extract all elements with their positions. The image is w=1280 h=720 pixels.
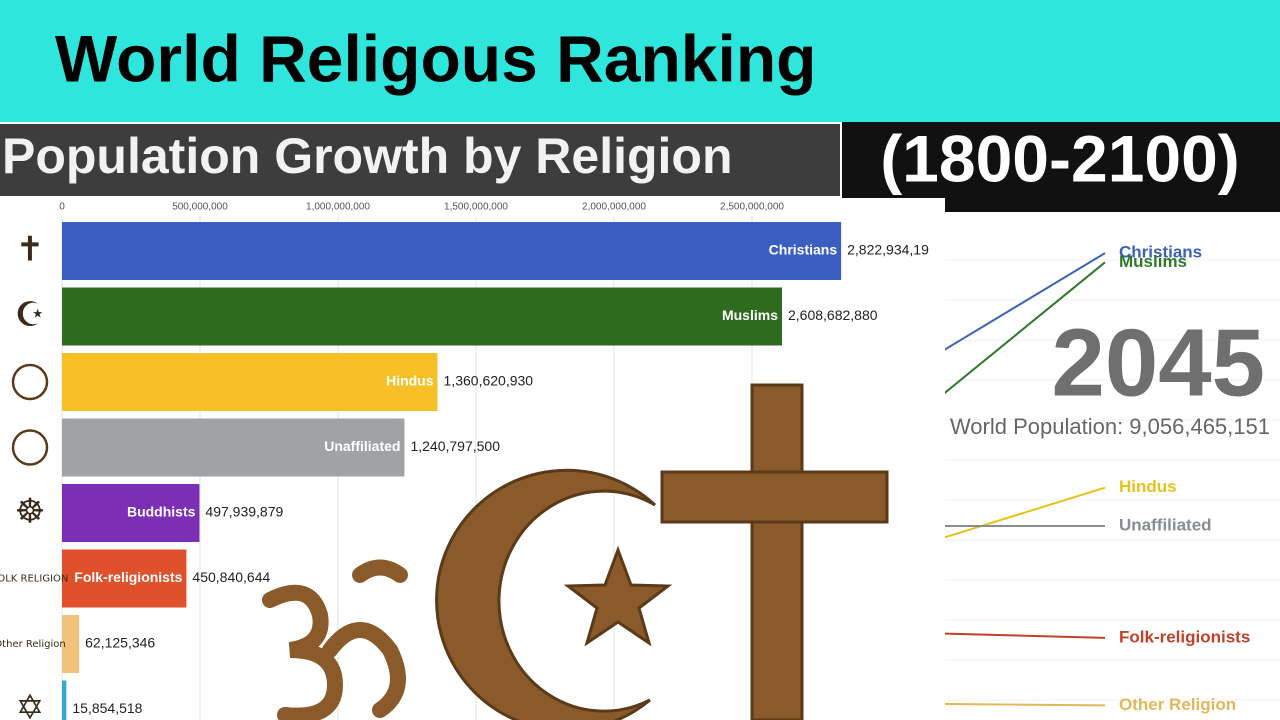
star	[563, 545, 673, 647]
bar-label: Folk-religionists	[74, 569, 182, 585]
series-label: Unaffiliated	[1119, 515, 1212, 534]
bar-label: Christians	[769, 242, 838, 258]
x-tick-label: 500,000,000	[172, 202, 228, 213]
x-tick-label: 1,500,000,000	[444, 202, 508, 213]
icon	[11, 363, 49, 401]
year: 2045	[1051, 309, 1265, 416]
icon	[11, 429, 49, 466]
value-label: 1,360,620,930	[444, 373, 534, 389]
x-tick-label: 2,000,000,000	[582, 202, 646, 213]
value-label: 62,125,346	[85, 635, 155, 651]
period-band	[842, 122, 1280, 212]
series-label: Hindus	[1119, 477, 1177, 496]
bar	[62, 615, 80, 673]
bar	[62, 680, 67, 720]
subtitle: Population Growth by Religion	[2, 128, 733, 184]
cross-horizontal	[660, 470, 889, 524]
bar	[62, 222, 842, 280]
crescent	[435, 468, 657, 720]
om	[262, 559, 408, 720]
icon: ☪	[15, 295, 45, 335]
series-label: Folk-religionists	[1119, 627, 1250, 646]
x-tick-label: 1,000,000,000	[306, 202, 370, 213]
cross-vertical	[750, 383, 804, 720]
bar	[62, 549, 187, 608]
subtitle-band	[0, 124, 840, 196]
bar	[62, 287, 782, 346]
title: World Religous Ranking	[55, 21, 816, 95]
value-label: 497,939,879	[205, 504, 283, 520]
symbols	[262, 383, 889, 720]
bar	[62, 418, 405, 477]
value-label: 1,240,797,500	[410, 438, 500, 454]
icon: Other Religion	[0, 639, 66, 650]
icon: FOLK RELIGION	[0, 574, 68, 585]
value-label: 2,822,934,19	[847, 242, 929, 258]
title-banner	[0, 0, 1280, 122]
icon: ✡	[16, 688, 45, 720]
x-tick-label: 0	[59, 202, 65, 213]
icon: ☸	[15, 492, 45, 532]
bar	[62, 353, 438, 411]
bar-label: Unaffiliated	[324, 438, 400, 454]
bar	[62, 484, 200, 542]
bar-label: Muslims	[722, 307, 778, 323]
value-label: 2,608,682,880	[788, 307, 878, 323]
bar-label: Hindus	[386, 373, 434, 389]
bar-label: Buddhists	[127, 504, 196, 520]
value-label: 450,840,644	[192, 569, 270, 585]
value-label: 15,854,518	[72, 700, 142, 716]
icon: ✝	[16, 230, 45, 270]
series-label: Muslims	[1119, 252, 1187, 271]
period: (1800-2100)	[880, 121, 1240, 195]
x-tick-label: 2,500,000,000	[720, 202, 784, 213]
world-population: World Population: 9,056,465,151	[950, 414, 1270, 439]
series-label: Other Religion	[1119, 695, 1236, 714]
series-label: Christians	[1119, 243, 1202, 262]
